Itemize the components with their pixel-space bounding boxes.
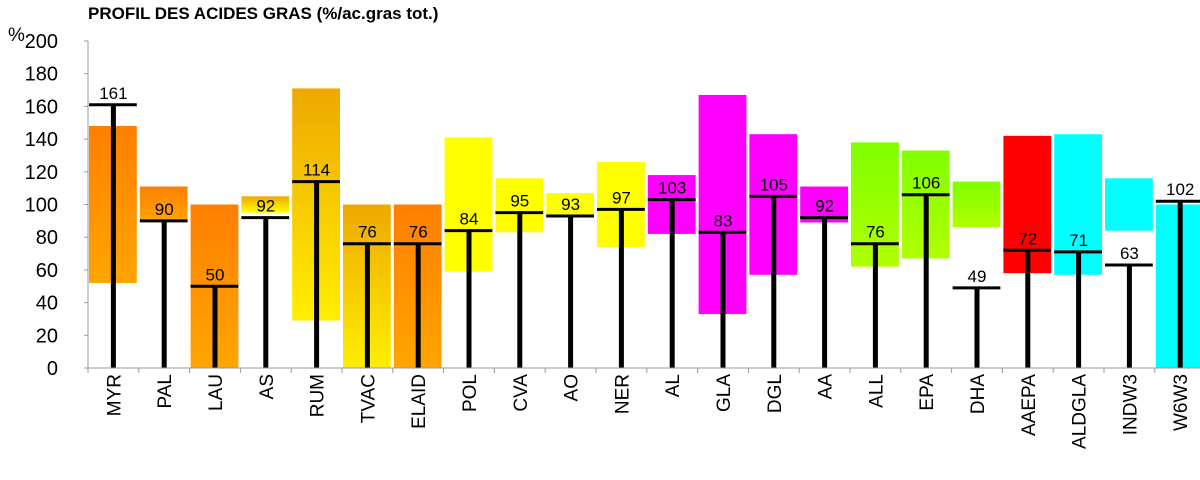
data-label: 90 [155,200,174,219]
reference-range-bar [546,193,594,216]
data-label: 50 [206,265,225,284]
reference-range-bar [241,196,290,213]
x-tick-label: DHA [968,374,989,414]
x-tick-label: TVAC [358,374,379,423]
data-label: 76 [866,223,885,242]
data-label: 49 [968,267,987,286]
x-tick-label: GLA [714,374,735,412]
data-label: 72 [1018,229,1037,248]
data-label: 63 [1120,244,1139,263]
x-tick-label: AL [663,374,684,397]
y-tick-label: 180 [25,64,58,86]
data-label: 93 [561,195,580,214]
data-label: 95 [510,192,529,211]
x-tick-label: PAL [155,374,176,409]
y-tick-label: 60 [36,260,58,282]
x-tick-label: LAU [206,374,227,411]
x-tick-label: EPA [917,374,938,411]
y-tick-label: 40 [36,293,58,315]
x-tick-label: CVA [511,374,532,412]
x-tick-label: AAEPA [1019,374,1040,436]
data-label: 106 [912,174,940,193]
data-label: 114 [303,161,330,180]
data-label: 76 [358,223,377,242]
x-tick-label: MYR [104,374,125,416]
data-label: 102 [1166,180,1194,199]
y-tick-label: 20 [36,325,58,347]
x-tick-label: RUM [308,374,329,417]
x-tick-label: AS [257,374,278,399]
reference-range-bar [139,186,188,221]
data-label: 84 [460,210,479,229]
data-label: 92 [815,197,834,216]
data-label: 105 [760,175,788,194]
reference-range-bar [1105,178,1153,231]
x-tick-label: ALDGLA [1070,374,1091,449]
data-label: 92 [256,197,275,216]
data-label: 76 [409,223,428,242]
y-tick-label: 200 [25,31,58,53]
data-label: 161 [99,84,127,103]
x-tick-label: INDW3 [1120,374,1141,435]
y-tick-label: 80 [36,227,58,249]
x-tick-label: ALL [866,374,887,408]
y-tick-label: 160 [25,96,58,118]
x-tick-label: DGL [765,374,786,413]
chart-title: PROFIL DES ACIDES GRAS (%/ac.gras tot.) [88,4,439,23]
data-label: 103 [658,179,686,198]
x-tick-label: W6W3 [1171,374,1192,431]
y-axis-label: % [8,25,25,46]
x-tick-label: AA [816,374,837,400]
data-label: 97 [612,188,631,207]
data-label: 83 [714,211,733,230]
y-tick-label: 100 [25,195,58,217]
y-tick-label: 120 [25,162,58,184]
data-label: 71 [1069,231,1088,250]
x-tick-label: AO [562,374,583,401]
y-tick-label: 0 [47,358,58,380]
reference-range-bar [952,181,1001,228]
y-tick-label: 140 [25,129,58,151]
x-tick-label: POL [460,374,481,412]
x-tick-label: ELAID [409,374,430,429]
x-tick-label: NER [612,374,633,414]
